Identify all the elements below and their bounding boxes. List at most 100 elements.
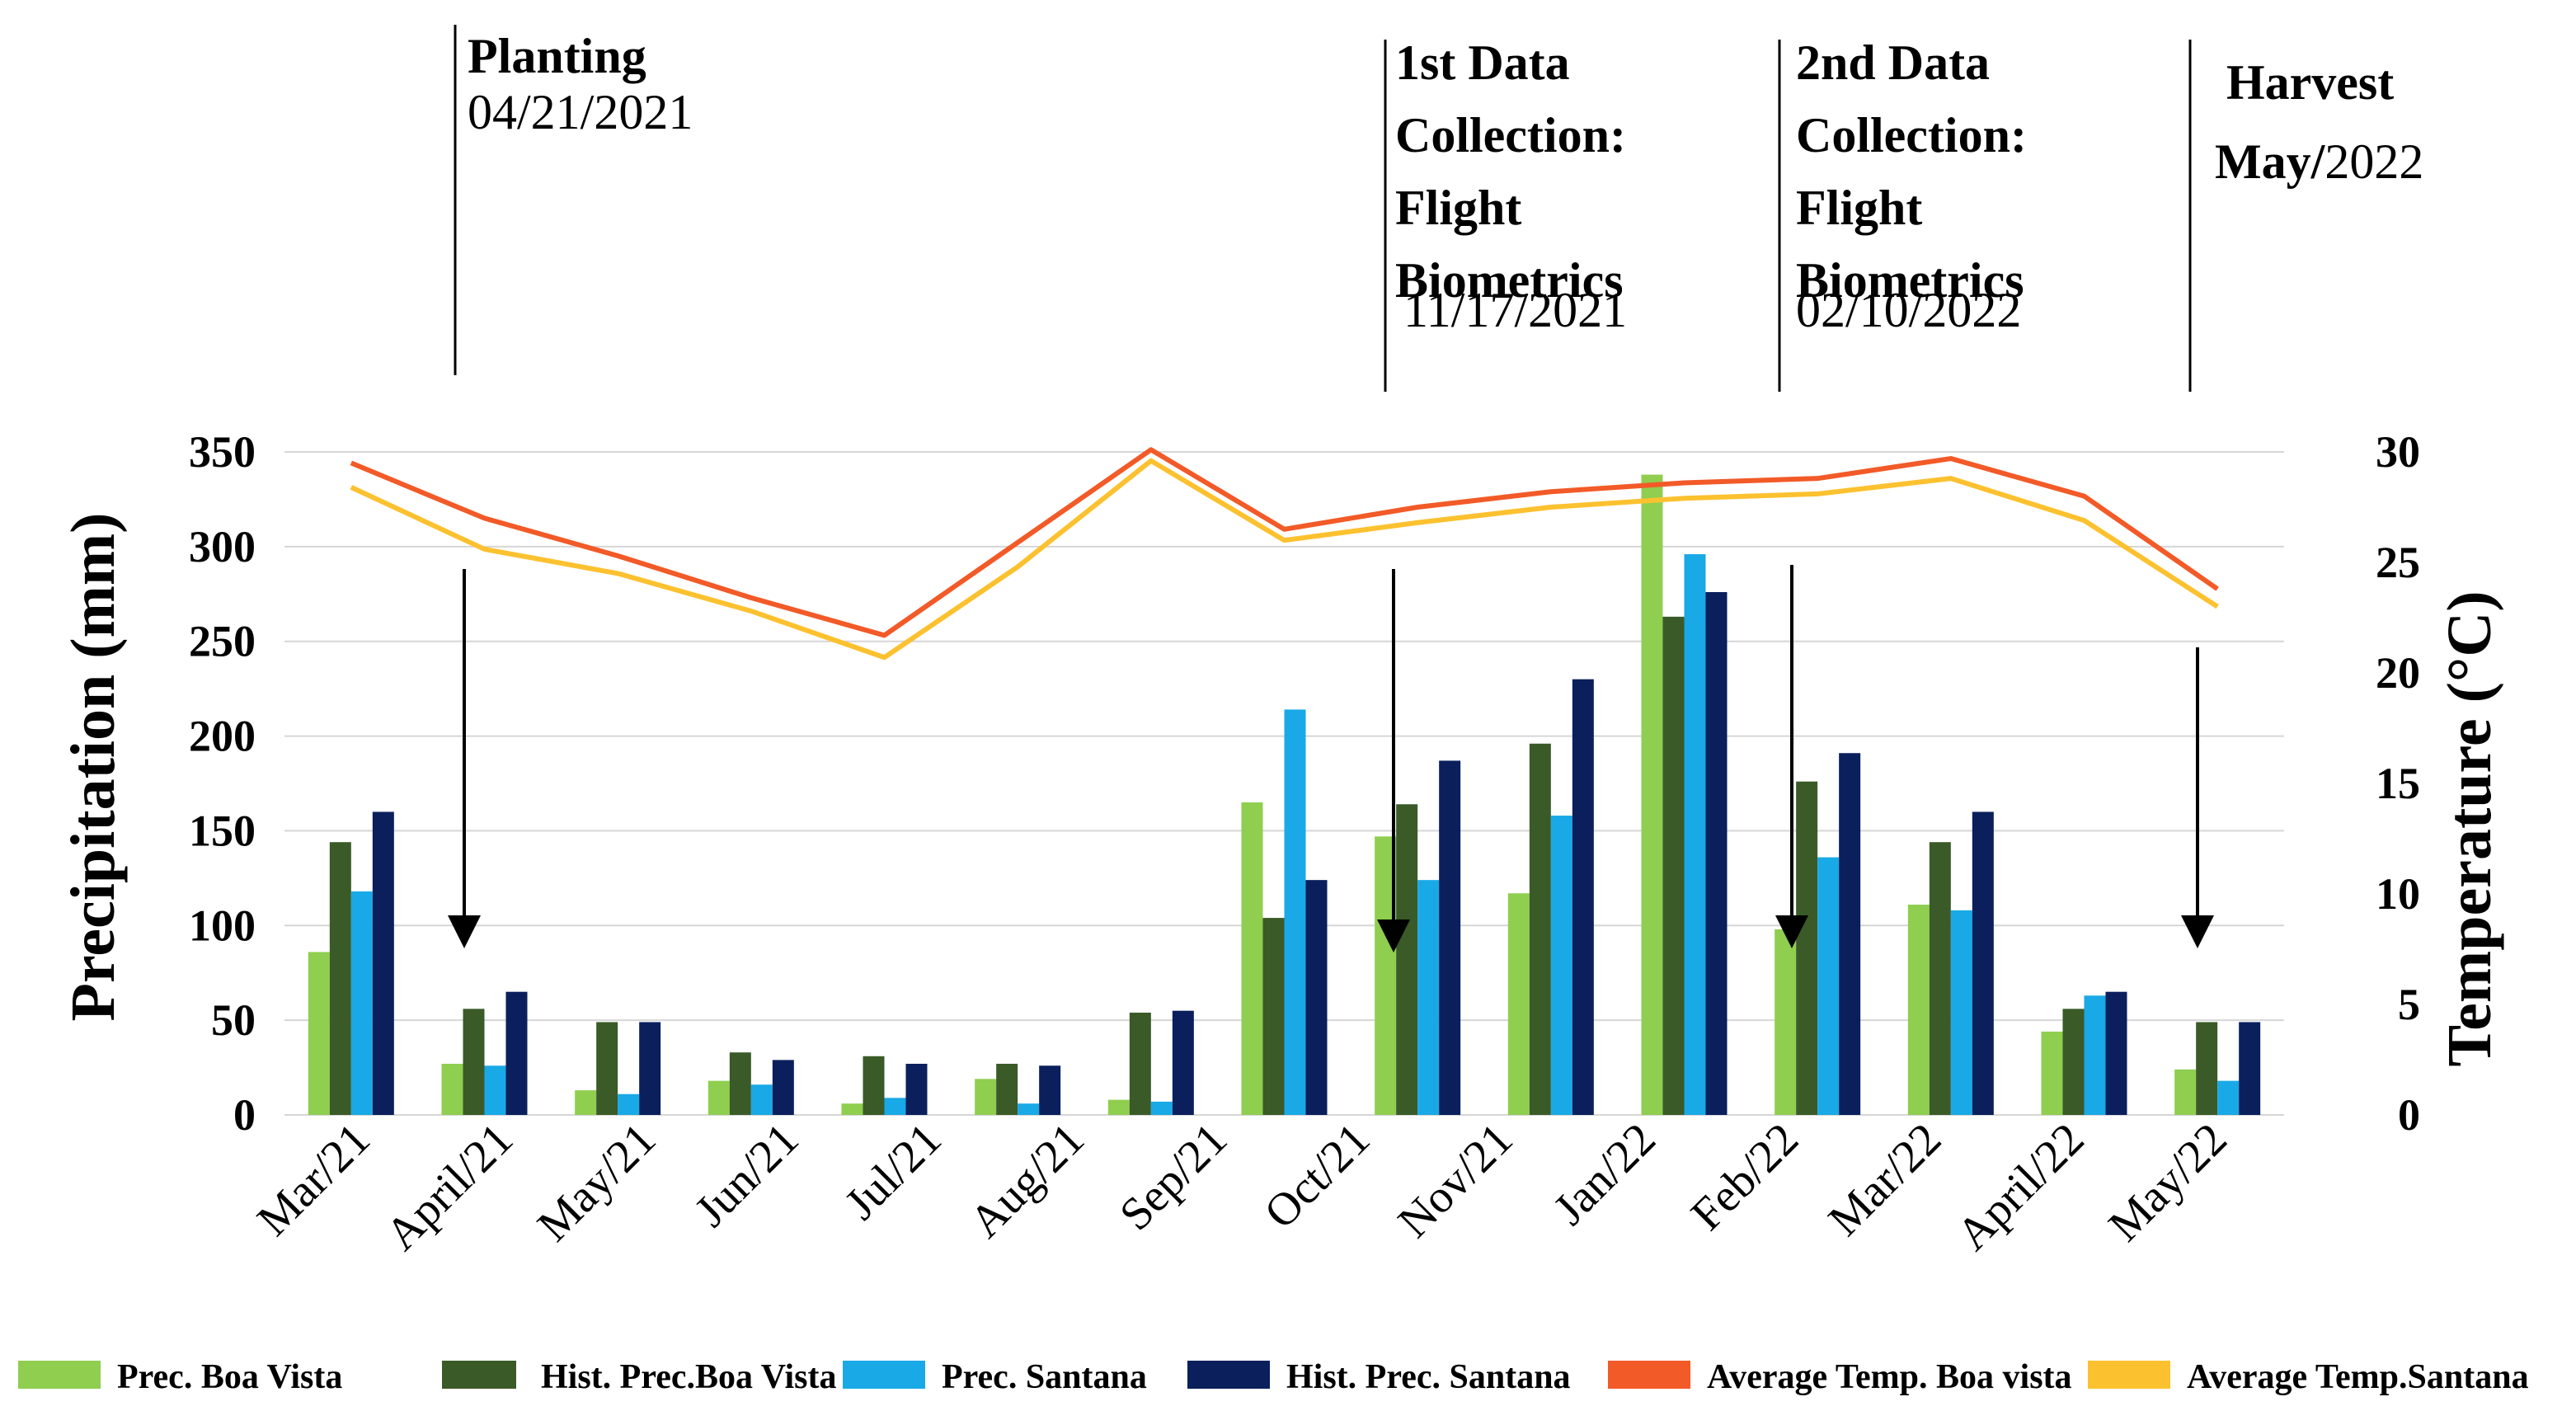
event-title: Collection: — [1796, 108, 2027, 162]
legend-item: Average Temp. Boa vista — [1608, 1358, 2072, 1396]
x-tick-label: May/22 — [2099, 1113, 2237, 1251]
bar-hist-prec-santana — [905, 1063, 928, 1115]
y2-tick-label: 5 — [2398, 980, 2420, 1029]
bar-prec-santana — [750, 1084, 773, 1115]
event-date: 04/21/2021 — [468, 85, 693, 139]
bar-prec-boa-vista — [441, 1063, 463, 1115]
bar-prec-boa-vista — [308, 952, 330, 1115]
bar-hist-prec-boa-vista — [2196, 1022, 2218, 1115]
bar-prec-boa-vista — [841, 1103, 863, 1115]
bar-prec-santana — [618, 1093, 640, 1115]
bar-hist-prec-santana — [1839, 753, 1861, 1115]
y-tick-label: 100 — [189, 901, 256, 950]
bar-hist-prec-santana — [1039, 1065, 1061, 1115]
legend-swatch — [18, 1361, 101, 1389]
legend: Prec. Boa Vista Hist. Prec.Boa Vista Prec.… — [18, 1358, 2529, 1396]
legend-label: Prec. Santana — [942, 1358, 1147, 1396]
bar-prec-boa-vista — [707, 1080, 730, 1115]
legend-item: Hist. Prec.Boa Vista — [442, 1358, 837, 1396]
y2-tick-label: 15 — [2376, 759, 2420, 808]
line-average-temp-boa-vista — [350, 447, 2219, 638]
y-axis-left: 0 50 100 150 200 250 300 350 — [189, 427, 256, 1140]
x-tick-label: Oct/21 — [1255, 1113, 1380, 1239]
x-tick-label: Sep/21 — [1110, 1113, 1237, 1240]
x-tick-label: Feb/22 — [1681, 1113, 1808, 1240]
bar-prec-boa-vista — [2041, 1031, 2063, 1115]
x-tick-label: Mar/21 — [247, 1113, 379, 1245]
legend-label: Hist. Prec. Santana — [1286, 1358, 1571, 1396]
x-tick-label: Jan/22 — [1544, 1113, 1665, 1235]
bar-prec-santana — [1417, 880, 1440, 1115]
bar-hist-prec-boa-vista — [1662, 616, 1685, 1115]
event-title: Planting — [468, 29, 646, 83]
y-axis-right: 0 5 10 15 20 25 30 — [2376, 427, 2420, 1140]
bar-hist-prec-boa-vista — [996, 1063, 1018, 1115]
legend-item: Prec. Boa Vista — [18, 1358, 342, 1396]
event-title: Biometrics — [1395, 253, 1624, 308]
bar-hist-prec-santana — [1572, 679, 1594, 1115]
bar-hist-prec-santana — [505, 991, 528, 1115]
legend-label: Average Temp.Santana — [2187, 1358, 2529, 1396]
bar-prec-boa-vista — [575, 1090, 597, 1115]
bar-prec-santana — [884, 1098, 906, 1115]
event-date-month: May/ — [2215, 134, 2326, 189]
y-tick-label: 300 — [189, 522, 256, 571]
legend-swatch — [442, 1361, 516, 1389]
bar-hist-prec-santana — [2239, 1022, 2261, 1115]
y2-tick-label: 10 — [2376, 869, 2420, 919]
bar-prec-santana — [1684, 554, 1706, 1115]
event-title: 2nd Data — [1796, 35, 1990, 90]
event-title: Collection: — [1395, 108, 1626, 162]
y-tick-label: 50 — [211, 995, 256, 1045]
bar-prec-santana — [1284, 709, 1306, 1115]
event-date: 11/17/2021 — [1403, 283, 1627, 337]
x-tick-label: April/22 — [1947, 1113, 2094, 1260]
bar-hist-prec-boa-vista — [1529, 743, 1551, 1115]
x-tick-label: Nov/21 — [1389, 1113, 1523, 1248]
bar-hist-prec-santana — [1972, 811, 1994, 1115]
event-title: Flight — [1796, 181, 1922, 235]
y-tick-label: 0 — [233, 1090, 256, 1140]
event-title: 1st Data — [1395, 35, 1570, 90]
x-tick-label: Aug/21 — [960, 1113, 1094, 1248]
bar-hist-prec-boa-vista — [863, 1056, 885, 1115]
bar-prec-boa-vista — [1907, 905, 1930, 1115]
x-tick-label: April/21 — [376, 1113, 523, 1260]
event-3: Harvest May/2022 — [2181, 40, 2423, 948]
y2-tick-label: 20 — [2376, 648, 2420, 698]
bar-hist-prec-santana — [1705, 591, 1728, 1115]
bar-prec-boa-vista — [1641, 474, 1663, 1115]
bar-prec-boa-vista — [1507, 893, 1530, 1115]
bar-hist-prec-santana — [1172, 1010, 1194, 1115]
bar-prec-boa-vista — [1775, 929, 1797, 1115]
bar-hist-prec-boa-vista — [729, 1052, 751, 1115]
bar-prec-santana — [350, 891, 373, 1115]
y-tick-label: 250 — [189, 617, 256, 666]
event-2: 2nd Data Collection: Flight Biometrics02/10… — [1775, 35, 2027, 948]
legend-item: Average Temp.Santana — [2088, 1358, 2529, 1396]
bar-prec-boa-vista — [1241, 802, 1263, 1115]
y-tick-label: 150 — [189, 806, 256, 855]
bar-prec-santana — [1018, 1103, 1040, 1115]
bar-prec-santana — [1950, 910, 1972, 1115]
bar-hist-prec-boa-vista — [1929, 842, 1951, 1115]
bar-hist-prec-boa-vista — [1796, 781, 1818, 1115]
y2-axis-title: Temperature (°C) — [2435, 590, 2504, 1066]
x-tick-label: Jul/21 — [835, 1113, 952, 1230]
x-tick-label: Mar/22 — [1819, 1113, 1951, 1245]
bar-hist-prec-santana — [772, 1060, 794, 1115]
bar-hist-prec-santana — [1439, 760, 1461, 1115]
y-tick-label: 350 — [189, 427, 256, 477]
x-tick-label: May/21 — [528, 1113, 665, 1251]
bar-prec-santana — [2084, 995, 2106, 1115]
bar-hist-prec-santana — [1305, 880, 1328, 1115]
bar-prec-santana — [1150, 1101, 1173, 1115]
event-title: Biometrics — [1796, 253, 2024, 308]
event-date-year: 2022 — [2325, 134, 2423, 189]
bar-prec-boa-vista — [2174, 1069, 2197, 1115]
x-tick-label: Jun/21 — [685, 1113, 808, 1236]
legend-swatch — [1187, 1361, 1270, 1389]
event-title: Flight — [1395, 181, 1521, 235]
legend-item: Hist. Prec. Santana — [1187, 1358, 1571, 1396]
